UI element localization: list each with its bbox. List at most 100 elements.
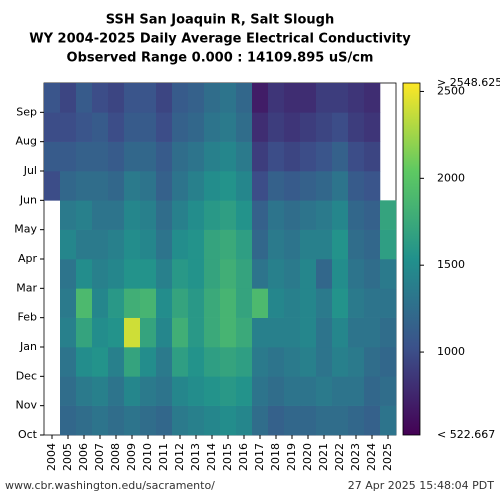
cell — [188, 288, 205, 318]
colorbar-max-label: > 2548.625 — [437, 76, 500, 89]
cell — [156, 347, 173, 377]
cell — [140, 200, 157, 230]
cell — [92, 171, 109, 201]
cell — [348, 376, 365, 406]
cell — [316, 317, 333, 348]
x-tick-label: 2005 — [61, 443, 74, 471]
cell — [124, 347, 141, 377]
cell — [332, 83, 349, 113]
cell — [364, 288, 381, 318]
cell — [284, 141, 301, 172]
cell — [252, 259, 269, 289]
cell — [364, 200, 381, 230]
cell — [156, 259, 173, 289]
colorbar-tick-label: 1000 — [437, 345, 465, 358]
cell — [300, 171, 317, 201]
cell — [140, 171, 157, 201]
colorbar-tick-label: 2000 — [437, 171, 465, 184]
cell — [220, 405, 237, 436]
cell — [204, 229, 221, 260]
cell — [220, 229, 237, 260]
cell — [108, 141, 125, 172]
cell — [220, 141, 237, 172]
cell — [236, 405, 253, 436]
cell — [300, 200, 317, 230]
cell — [60, 112, 77, 142]
cell — [348, 83, 365, 113]
cell — [220, 288, 237, 318]
cell — [348, 347, 365, 377]
cell — [284, 83, 301, 113]
cell — [236, 112, 253, 142]
cell — [156, 376, 173, 406]
cell — [268, 317, 285, 348]
cell — [364, 405, 381, 436]
cell — [172, 259, 189, 289]
cell — [60, 171, 77, 201]
cell — [364, 347, 381, 377]
cell — [236, 171, 253, 201]
cell — [108, 347, 125, 377]
cell — [76, 317, 93, 348]
cell — [188, 112, 205, 142]
cell — [204, 405, 221, 436]
cell — [348, 229, 365, 260]
cell — [284, 171, 301, 201]
cell — [156, 317, 173, 348]
cell — [76, 171, 93, 201]
cell — [268, 83, 285, 113]
cell — [380, 259, 397, 289]
cell — [44, 141, 61, 172]
x-tick-label: 2017 — [253, 443, 266, 471]
cell — [364, 317, 381, 348]
cell — [268, 112, 285, 142]
cell — [156, 112, 173, 142]
cell — [364, 141, 381, 172]
cell — [380, 200, 397, 230]
x-tick-label: 2023 — [349, 443, 362, 471]
chart-title: WY 2004-2025 Daily Average Electrical Co… — [29, 32, 411, 47]
cell — [316, 288, 333, 318]
cell — [348, 259, 365, 289]
cell — [188, 229, 205, 260]
y-tick-label: Jan — [19, 340, 37, 353]
y-tick-label: Aug — [16, 135, 37, 148]
cell — [252, 347, 269, 377]
cell — [92, 288, 109, 318]
cell — [332, 200, 349, 230]
cell — [284, 200, 301, 230]
cell — [348, 200, 365, 230]
cell — [348, 288, 365, 318]
cell — [60, 288, 77, 318]
x-tick-label: 2019 — [285, 443, 298, 471]
cell — [108, 288, 125, 318]
cell — [124, 376, 141, 406]
cell — [124, 200, 141, 230]
cell — [44, 171, 61, 201]
cell — [140, 83, 157, 113]
cell — [60, 141, 77, 172]
x-tick-label: 2010 — [141, 443, 154, 471]
cell — [316, 229, 333, 260]
cell — [188, 200, 205, 230]
cell — [284, 288, 301, 318]
cell — [204, 171, 221, 201]
cell — [124, 288, 141, 318]
y-tick-label: Mar — [16, 281, 37, 294]
cell — [380, 376, 397, 406]
cell — [188, 317, 205, 348]
cell — [172, 347, 189, 377]
cell — [76, 347, 93, 377]
cell — [76, 405, 93, 436]
cell — [316, 171, 333, 201]
x-tick-label: 2004 — [45, 443, 58, 471]
cell — [316, 200, 333, 230]
cell — [268, 229, 285, 260]
cell — [364, 112, 381, 142]
cell — [316, 141, 333, 172]
y-tick-label: Jun — [19, 193, 37, 206]
cell — [284, 405, 301, 436]
cell — [76, 376, 93, 406]
cell — [348, 112, 365, 142]
cell — [60, 259, 77, 289]
